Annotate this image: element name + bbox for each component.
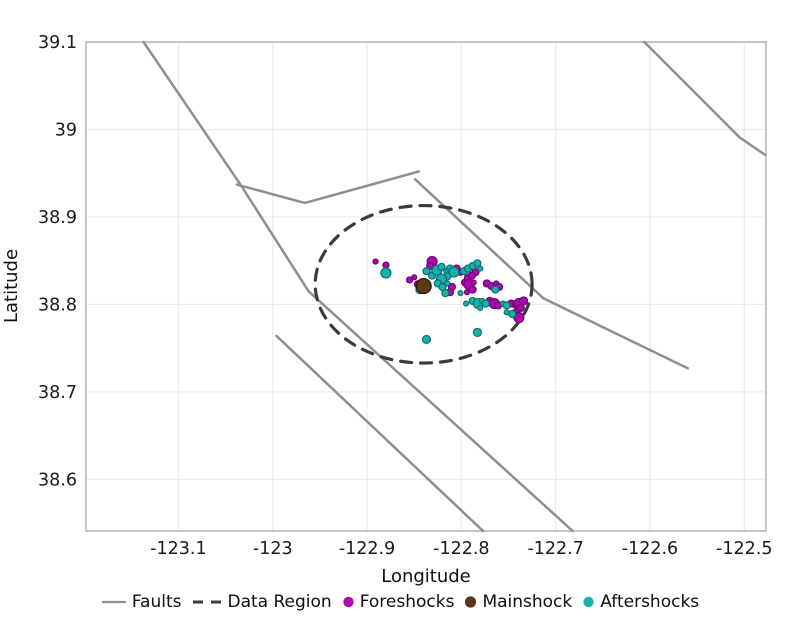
mainshock-point [415,277,432,295]
foreshock-point [463,289,471,296]
aftershock-point [491,285,500,294]
aftershock-point [508,309,517,319]
legend-item-data-region: Data Region [192,592,332,612]
foreshock-point [519,296,529,306]
legend-label: Aftershocks [600,592,700,612]
legend: Faults Data Region Foreshocks Mainshock … [0,592,800,612]
legend-label: Faults [131,592,182,612]
legend-item-aftershocks: Aftershocks [582,592,699,612]
fault-line [235,170,421,205]
fault-line [275,334,485,533]
legend-label: Data Region [227,592,332,612]
grid-layer [86,41,766,531]
scatter-plot-canvas: -123.1 -123 -122.9 -122.8 -122.7 -122.6 -122.5… [1,33,773,587]
aftershock-point [503,309,510,316]
y-tick-label: 38.9 [38,208,77,228]
aftershock-point [472,327,483,338]
aftershock-point [422,267,431,276]
aftershock-point [448,266,460,278]
aftershock-point [380,267,392,279]
aftershock-point [477,265,484,272]
x-tick-label: -122.9 [339,539,395,559]
aftershock-point [477,304,484,312]
y-tick-label: 38.6 [38,470,77,490]
x-tick-label: -122.6 [622,539,678,559]
fault-line [643,40,767,157]
aftershock-point [462,300,470,307]
data-region-layer [313,203,534,365]
aftershock-point [473,259,482,268]
aftershock-point [441,288,450,298]
foreshock-point [372,258,379,265]
plot-border-layer [85,41,767,532]
aftershock-point [444,280,451,287]
foreshock-point [405,276,414,284]
x-tick-label: -123 [253,539,293,559]
legend-item-foreshocks: Foreshocks [342,592,455,612]
aftershock-point [421,334,432,345]
fault-line [413,178,689,370]
foreshock-dot-symbol [342,595,355,609]
legend-label: Mainshock [482,592,573,612]
legend-item-mainshock: Mainshock [464,592,572,612]
y-tick-label: 38.8 [38,295,77,315]
aftershock-point [437,262,446,271]
aftershock-point [481,299,490,308]
x-tick-label: -122.8 [433,539,489,559]
tick-labels-layer: -123.1 -123 -122.9 -122.8 -122.7 -122.6 -122.5… [38,33,772,559]
y-axis-label: Latitude [1,249,22,323]
dashed-line-symbol [192,595,223,609]
plot-border [85,41,767,532]
foreshock-point [382,261,390,269]
fault-line-symbol [101,595,127,609]
data-region-ellipse [313,203,534,365]
foreshock-point [470,279,477,286]
event-points-layer [372,255,529,345]
foreshock-point [411,274,418,281]
y-tick-label: 38.7 [38,383,77,403]
mainshock-dot-symbol [464,595,477,609]
x-tick-label: -123.1 [150,539,206,559]
aftershock-dot-symbol [582,595,595,609]
y-tick-label: 39 [55,120,77,140]
x-tick-label: -122.7 [527,539,583,559]
fault-lines-layer [142,40,767,533]
aftershock-point [457,289,464,297]
legend-label: Foreshocks [359,592,455,612]
x-axis-label: Longitude [381,566,471,587]
aftershock-point [502,301,511,310]
legend-item-faults: Faults [101,592,182,612]
y-tick-label: 39.1 [38,33,77,53]
fault-line [142,40,574,533]
foreshock-point [468,285,477,294]
x-tick-label: -122.5 [716,539,772,559]
